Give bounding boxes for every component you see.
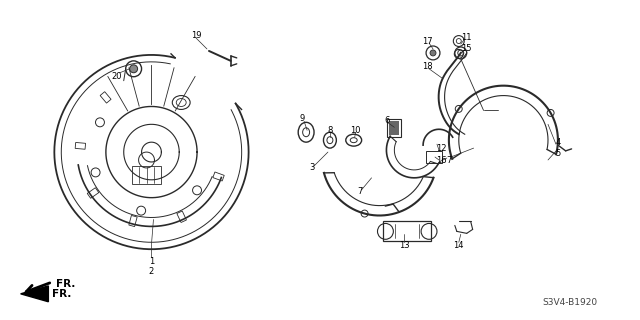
- Text: 20: 20: [111, 72, 122, 81]
- Text: 7: 7: [357, 187, 362, 196]
- Text: 7: 7: [446, 156, 452, 164]
- Text: 10: 10: [351, 126, 361, 135]
- Text: 17: 17: [422, 36, 433, 45]
- Text: FR.: FR.: [56, 279, 76, 289]
- Text: 8: 8: [327, 126, 333, 135]
- Text: FR.: FR.: [52, 289, 72, 299]
- Text: 1: 1: [149, 257, 154, 266]
- FancyBboxPatch shape: [426, 151, 442, 163]
- Text: 13: 13: [399, 241, 410, 250]
- Text: 11: 11: [461, 33, 472, 42]
- Text: 4: 4: [556, 138, 561, 147]
- Text: 12: 12: [436, 144, 446, 153]
- Text: 9: 9: [300, 114, 305, 123]
- FancyBboxPatch shape: [383, 221, 431, 241]
- Polygon shape: [20, 286, 49, 302]
- Circle shape: [430, 50, 436, 56]
- Text: 14: 14: [454, 241, 464, 250]
- Text: 6: 6: [385, 116, 390, 125]
- FancyBboxPatch shape: [389, 121, 399, 135]
- Text: 3: 3: [309, 164, 315, 172]
- Circle shape: [130, 65, 138, 73]
- FancyBboxPatch shape: [387, 119, 401, 137]
- FancyBboxPatch shape: [132, 166, 161, 184]
- Text: 15: 15: [461, 44, 472, 53]
- Text: 19: 19: [191, 31, 202, 40]
- Text: 5: 5: [556, 148, 561, 157]
- Text: 2: 2: [149, 267, 154, 276]
- Text: 18: 18: [422, 62, 433, 71]
- Text: 16: 16: [436, 156, 446, 164]
- Text: S3V4-B1920: S3V4-B1920: [542, 298, 597, 307]
